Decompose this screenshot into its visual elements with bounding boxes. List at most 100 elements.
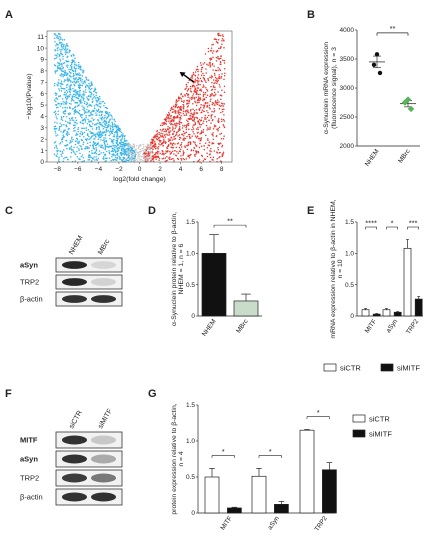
volcano-point-up — [207, 138, 209, 140]
volcano-point-up — [170, 115, 173, 117]
volcano-point-down — [120, 159, 123, 161]
volcano-point-down — [119, 141, 121, 144]
volcano-point-up — [211, 81, 213, 84]
volcano-point-up — [182, 110, 185, 113]
volcano-point-up — [189, 85, 192, 88]
volcano-point-up — [179, 119, 181, 121]
volcano-point-up — [183, 114, 186, 117]
y-tick-label: 0.5 — [345, 282, 354, 289]
volcano-point-up — [216, 49, 219, 52]
volcano-point-down — [100, 135, 102, 138]
volcano-point-up — [216, 99, 219, 101]
volcano-point-up — [171, 111, 174, 113]
volcano-point-up — [214, 104, 216, 106]
bar-asyn-simitf — [274, 504, 289, 514]
volcano-point-down — [89, 124, 91, 127]
volcano-point-down — [77, 84, 80, 87]
volcano-point-down — [104, 157, 107, 160]
volcano-point-up — [193, 120, 195, 122]
volcano-point-down — [120, 154, 123, 157]
volcano-point-ns — [147, 158, 150, 160]
volcano-point-down — [101, 124, 104, 127]
volcano-point-up — [216, 128, 218, 131]
volcano-point-down — [56, 153, 59, 155]
volcano-point-up — [192, 149, 195, 152]
volcano-point-up — [219, 63, 221, 65]
volcano-point-down — [54, 82, 56, 85]
volcano-point-up — [190, 91, 193, 93]
volcano-point-up — [200, 106, 202, 109]
volcano-point-ns — [126, 157, 128, 160]
volcano-point-down — [66, 60, 68, 63]
volcano-point-down — [99, 117, 101, 119]
volcano-point-ns — [150, 152, 153, 154]
volcano-point-down — [55, 34, 57, 36]
volcano-point-up — [215, 51, 218, 53]
volcano-point-down — [71, 140, 73, 143]
volcano-point-up — [218, 32, 220, 35]
volcano-point-up — [196, 76, 199, 79]
x-tick-label: MITF — [219, 515, 233, 531]
volcano-point-up — [205, 72, 207, 74]
volcano-point-down — [121, 136, 124, 138]
volcano-point-ns — [139, 148, 141, 151]
volcano-point-up — [174, 124, 176, 127]
volcano-point-up — [184, 145, 186, 147]
volcano-point-down — [101, 119, 103, 121]
volcano-point-down — [94, 159, 96, 161]
volcano-point-up — [172, 127, 174, 130]
volcano-point-down — [92, 145, 95, 147]
volcano-point-up — [192, 71, 195, 74]
data-point-nhem — [377, 70, 383, 76]
panel-letter-e: E — [307, 205, 314, 217]
volcano-point-ns — [138, 151, 140, 153]
volcano-point-up — [174, 112, 177, 114]
volcano-point-down — [124, 151, 127, 154]
volcano-point-ns — [129, 144, 132, 146]
volcano-point-up — [180, 142, 183, 144]
volcano-point-down — [76, 102, 79, 104]
volcano-point-ns — [128, 144, 130, 146]
volcano-point-ns — [132, 154, 135, 157]
volcano-point-ns — [133, 158, 136, 161]
volcano-point-up — [204, 91, 207, 94]
volcano-point-up — [183, 99, 185, 102]
volcano-point-up — [193, 90, 195, 93]
volcano-point-ns — [142, 159, 144, 162]
volcano-point-ns — [143, 151, 145, 153]
volcano-point-down — [61, 65, 63, 67]
volcano-point-down — [56, 56, 58, 58]
volcano-point-down — [60, 72, 63, 75]
volcano-point-up — [214, 100, 217, 102]
volcano-point-ns — [126, 150, 129, 152]
volcano-point-down — [67, 83, 69, 86]
volcano-point-up — [193, 119, 195, 121]
volcano-point-ns — [127, 154, 129, 156]
volcano-point-down — [73, 130, 75, 132]
volcano-point-ns — [151, 147, 153, 149]
volcano-point-down — [94, 152, 96, 154]
volcano-point-down — [81, 148, 83, 151]
volcano-point-down — [75, 89, 77, 91]
volcano-point-down — [114, 131, 117, 133]
volcano-point-up — [217, 119, 219, 122]
volcano-point-up — [202, 91, 205, 94]
volcano-point-up — [185, 109, 187, 112]
volcano-point-ns — [129, 158, 131, 160]
volcano-point-up — [199, 120, 202, 122]
volcano-point-down — [65, 95, 67, 97]
volcano-point-up — [177, 135, 179, 137]
volcano-point-down — [81, 116, 83, 119]
x-tick-label: TRP2 — [314, 515, 329, 533]
volcano-point-down — [89, 154, 91, 157]
volcano-point-down — [81, 94, 83, 96]
volcano-point-up — [219, 133, 221, 135]
volcano-point-up — [218, 108, 221, 110]
volcano-point-down — [76, 146, 78, 148]
volcano-point-up — [174, 111, 177, 113]
volcano-point-down — [123, 146, 126, 148]
volcano-point-down — [79, 132, 81, 135]
x-axis-label: log2(fold change) — [113, 176, 166, 183]
volcano-point-down — [82, 90, 85, 93]
volcano-point-up — [169, 156, 171, 158]
